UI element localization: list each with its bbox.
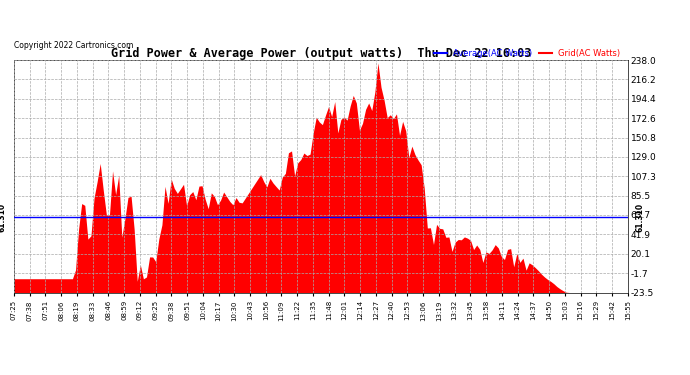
Title: Grid Power & Average Power (output watts)  Thu Dec 22 16:03: Grid Power & Average Power (output watts… [110, 47, 531, 60]
Text: 61.310: 61.310 [0, 202, 6, 232]
Legend: Average(AC Watts), Grid(AC Watts): Average(AC Watts), Grid(AC Watts) [431, 46, 624, 61]
Text: 61.310: 61.310 [635, 202, 644, 232]
Text: Copyright 2022 Cartronics.com: Copyright 2022 Cartronics.com [14, 41, 133, 50]
